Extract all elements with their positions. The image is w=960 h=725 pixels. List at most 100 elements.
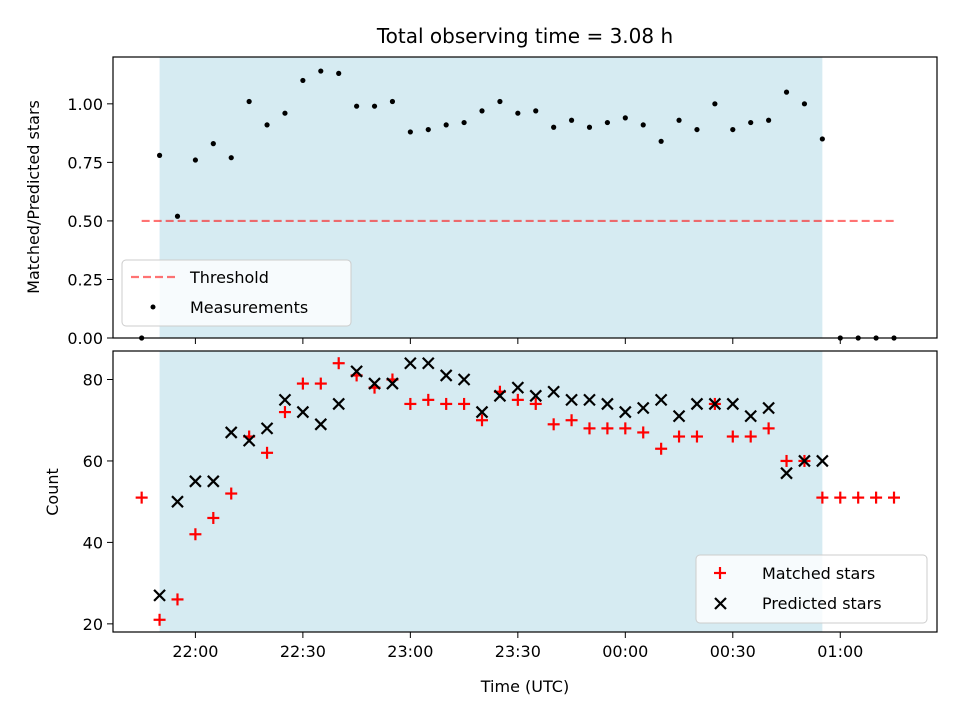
legend-threshold-label: Threshold [189, 268, 269, 287]
legend-matched-label: Matched stars [762, 564, 875, 583]
predicted-star-point [314, 418, 328, 431]
x-tick-label: 22:00 [172, 642, 218, 661]
measurement-point [318, 68, 324, 74]
measurement-point [622, 115, 628, 121]
x-tick-label: 22:30 [280, 642, 326, 661]
matched-star-point [153, 613, 166, 626]
predicted-star-point [672, 409, 686, 423]
predicted-star-point [636, 401, 650, 415]
legend-measurements-swatch [150, 304, 156, 310]
matched-star-point [189, 528, 202, 541]
predicted-star-point [439, 369, 453, 382]
matched-star-point [888, 491, 901, 504]
measurement-point [192, 157, 198, 163]
predicted-star-point [189, 475, 202, 488]
predicted-star-point [332, 397, 345, 411]
predicted-star-point [404, 356, 417, 370]
measurement-point [174, 213, 181, 219]
measurement-point [533, 108, 539, 114]
matched-star-point [278, 406, 291, 419]
matched-star-point [726, 430, 739, 443]
x-tick-label: 23:30 [495, 642, 541, 661]
measurement-point [371, 103, 378, 109]
top-plot-frame [112, 56, 938, 339]
predicted-star-point [654, 393, 668, 407]
matched-star-point [816, 491, 829, 504]
measurement-point [282, 110, 288, 116]
matched-star-point [529, 397, 542, 410]
matched-star-point [619, 422, 632, 435]
predicted-star-point [296, 405, 310, 419]
legend-predicted-swatch [714, 597, 727, 610]
y-tick-label: 0.25 [67, 270, 103, 289]
matched-star-point [225, 487, 238, 500]
predicted-star-point [708, 397, 722, 411]
y-tick-label: 0.75 [67, 153, 103, 172]
predicted-star-point [619, 405, 632, 419]
predicted-star-point [368, 377, 381, 390]
matched-star-point [440, 397, 453, 410]
measurement-point [354, 103, 360, 109]
y-tick-label: 0.50 [67, 212, 103, 231]
x-tick-label: 00:30 [710, 642, 756, 661]
matched-star-point [458, 397, 471, 410]
y-tick-label: 60 [83, 452, 103, 471]
matched-star-point [261, 446, 274, 459]
predicted-star-point [242, 434, 256, 447]
x-tick-label: 00:00 [602, 642, 648, 661]
matched-star-point [583, 422, 596, 435]
y-tick-label: 40 [83, 533, 103, 552]
predicted-star-point [457, 373, 471, 386]
bottom-legend: Matched stars Predicted stars [695, 554, 928, 624]
matched-star-point [565, 414, 578, 427]
measurement-point [389, 98, 396, 105]
matched-star-point [762, 422, 775, 435]
predicted-star-point [798, 454, 811, 468]
predicted-star-point [153, 589, 166, 602]
measurement-point [443, 122, 449, 128]
predicted-star-point [762, 401, 775, 415]
bottom-legend-box [695, 554, 928, 624]
measurement-point [246, 98, 252, 105]
measurement-point [551, 124, 557, 130]
measurement-point [730, 126, 736, 133]
predicted-star-point [224, 426, 238, 439]
measurement-point [461, 119, 467, 126]
measurement-point [766, 117, 772, 123]
predicted-star-point [421, 356, 435, 370]
matched-star-point [547, 418, 560, 431]
x-axis-label: Time (UTC) [480, 677, 569, 696]
matched-star-point [637, 426, 650, 439]
measurement-point [604, 119, 611, 126]
matched-star-point [422, 393, 435, 406]
measurement-point [407, 129, 413, 135]
x-tick-label: 01:00 [817, 642, 863, 661]
predicted-star-point [207, 475, 220, 488]
top-legend-box [121, 259, 352, 327]
matched-star-point [135, 491, 148, 504]
predicted-star-point [529, 389, 543, 403]
predicted-star-point [493, 389, 507, 403]
measurement-point [515, 110, 521, 116]
predicted-star-point [816, 454, 829, 468]
matched-star-point [852, 491, 865, 504]
matched-star-point [834, 491, 847, 504]
measurement-point [300, 77, 306, 84]
predicted-star-point [511, 381, 525, 394]
bottom-marks [135, 356, 901, 626]
measurement-point [694, 126, 700, 133]
predicted-star-point [547, 385, 560, 399]
matched-star-point [171, 593, 184, 606]
matched-star-point [601, 422, 614, 435]
measurement-point [425, 126, 431, 133]
measurement-point [568, 117, 575, 123]
predicted-star-point [601, 397, 614, 411]
matched-star-point [314, 377, 327, 390]
measurement-point [658, 138, 664, 144]
predicted-star-point [260, 422, 274, 435]
measurement-point [479, 108, 485, 114]
measurement-point [586, 124, 593, 130]
measurement-point [783, 89, 790, 95]
predicted-star-point [565, 393, 578, 407]
